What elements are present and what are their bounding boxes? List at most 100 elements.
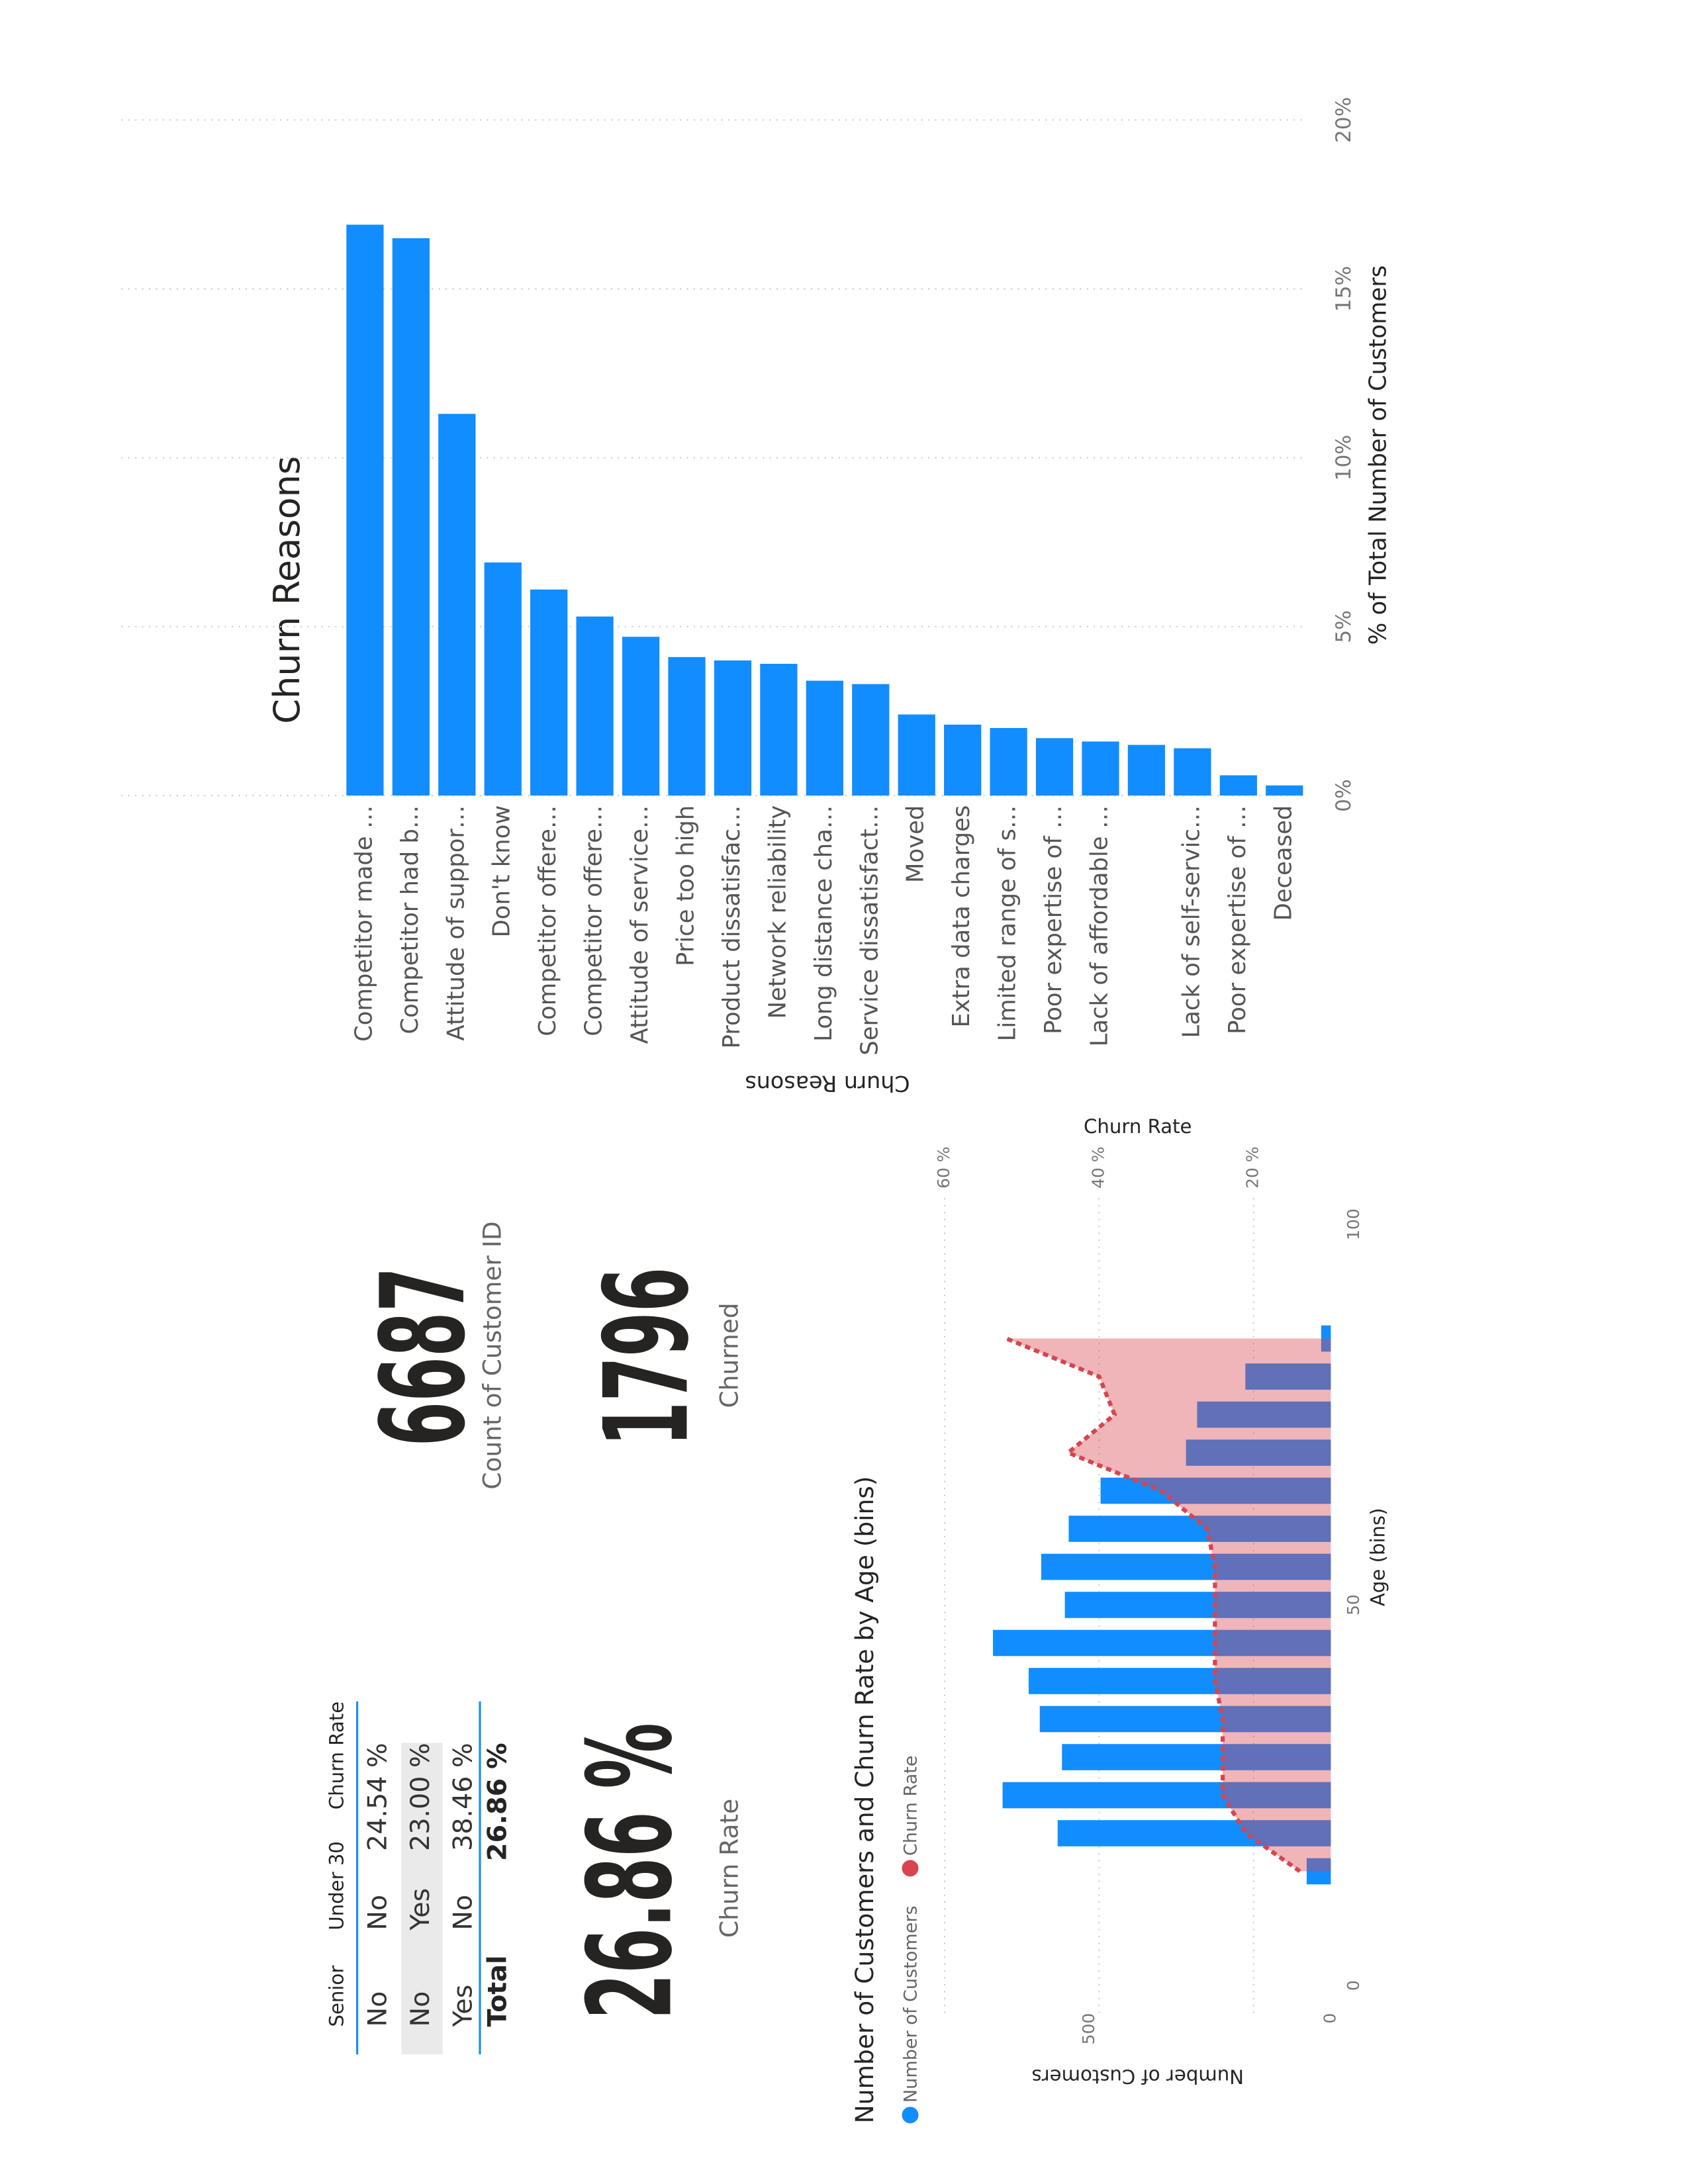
table-cell: 24.54 % <box>362 1743 393 1851</box>
x-tick-label: 100 <box>1344 1208 1363 1240</box>
x-tick-label: 0 <box>1344 1980 1363 1991</box>
table-cell: No <box>405 1991 436 2027</box>
bar <box>1321 1325 1331 1352</box>
bar <box>1068 1516 1331 1542</box>
bar <box>1035 738 1074 796</box>
bar <box>714 660 752 796</box>
y2-axis-title: Churn Rate <box>1084 1115 1192 1138</box>
y-tick-label: Price too high <box>673 805 700 966</box>
legend-label: Number of Customers <box>901 1905 921 2103</box>
bar <box>852 684 890 796</box>
bar <box>1306 1858 1331 1885</box>
chart-title: Churn Reasons <box>266 456 308 724</box>
x-tick-label: 15% <box>1332 266 1356 312</box>
bar <box>576 616 614 796</box>
bar <box>530 589 568 796</box>
table-cell: 38.46 % <box>448 1743 479 1851</box>
card-label: Churn Rate <box>715 1799 744 1938</box>
bar <box>760 664 798 796</box>
y-axis-title: Churn Reasons <box>745 1071 910 1097</box>
bar <box>944 724 982 796</box>
bar <box>438 414 476 796</box>
row-highlight <box>401 1743 443 2055</box>
y-tick-label: Attitude of service… <box>626 805 653 1044</box>
y-tick-label: Poor expertise of … <box>1224 805 1251 1034</box>
x-tick-label: 10% <box>1332 435 1356 480</box>
table-cell: Yes <box>448 1985 479 2028</box>
y-tick-label: Lack of self-servic… <box>1178 805 1205 1038</box>
bar <box>346 224 384 796</box>
table-total-label: Total <box>483 1955 513 2026</box>
y-tick-label: Deceased <box>1270 805 1297 921</box>
bar <box>898 714 935 796</box>
bar <box>1002 1782 1331 1809</box>
y-tick-label: 500 <box>1079 2013 1098 2045</box>
y-tick-label: Service dissatisfact… <box>856 805 883 1056</box>
rotated-report: Senior Under 30 Churn Rate No No 24.54 % No Yes… <box>121 97 1391 2124</box>
y-tick-label: Poor expertise of … <box>1040 805 1067 1034</box>
y-tick-label: Competitor offere… <box>534 805 561 1036</box>
y-tick-label: Network reliability <box>764 805 791 1019</box>
bar <box>1057 1820 1331 1846</box>
legend-marker <box>902 1860 919 1877</box>
card-value: 26.86 % <box>563 1723 698 2019</box>
bar <box>1028 1668 1331 1694</box>
x-tick-label: 0% <box>1332 779 1356 812</box>
bar <box>668 657 706 796</box>
bar <box>1062 1744 1331 1770</box>
x-tick-label: 50 <box>1344 1594 1363 1615</box>
bar <box>993 1629 1331 1657</box>
bar <box>1039 1706 1331 1733</box>
table-cell: No <box>362 1991 393 2027</box>
bar <box>1041 1553 1331 1580</box>
x-axis-title: Age (bins) <box>1366 1508 1389 1606</box>
bar <box>484 562 522 796</box>
card-label: Count of Customer ID <box>477 1221 506 1489</box>
x-axis-title: % of Total Number of Customers <box>1364 265 1391 645</box>
line <box>1006 1336 1301 1874</box>
bar <box>622 637 660 796</box>
table-cell: Yes <box>405 1888 436 1931</box>
y-tick-label: Don't know <box>489 805 516 938</box>
card-value: 6687 <box>357 1267 491 1447</box>
table-cell: 23.00 % <box>405 1743 436 1851</box>
area <box>1006 1338 1331 1872</box>
chart-title: Number of Customers and Churn Rate by Ag… <box>850 1476 879 2123</box>
y-tick-label: Long distance cha… <box>810 805 837 1042</box>
y-tick-label: Product dissatisfac… <box>718 805 745 1049</box>
y-tick-label: Extra data charges <box>948 805 975 1028</box>
bar <box>1082 741 1119 796</box>
bar <box>1245 1363 1331 1390</box>
card-value: 1796 <box>580 1267 714 1447</box>
legend-marker <box>902 2107 919 2124</box>
y-tick-label: 0 <box>1320 2013 1339 2024</box>
y-tick-label: Lack of affordable … <box>1086 805 1113 1047</box>
y2-tick-label: 20 % <box>1243 1146 1262 1189</box>
y-tick-label: Moved <box>902 805 929 883</box>
bar <box>1100 1477 1331 1504</box>
bar <box>1186 1439 1331 1466</box>
table-header: Under 30 <box>325 1841 348 1931</box>
y-tick-label: Competitor had b… <box>397 805 424 1034</box>
x-tick-label: 5% <box>1332 610 1356 643</box>
bar <box>990 728 1027 796</box>
bar <box>392 238 430 796</box>
y-tick-label: Attitude of suppor… <box>442 805 469 1041</box>
table-header: Churn Rate <box>325 1702 348 1809</box>
y-tick-label: Competitor made … <box>350 805 377 1042</box>
x-tick-label: 20% <box>1332 97 1356 143</box>
card-label: Churned <box>715 1302 744 1408</box>
legend-label: Churn Rate <box>901 1755 921 1856</box>
bar <box>1174 748 1211 796</box>
y-tick-label: Competitor offere… <box>581 805 608 1036</box>
bar <box>806 680 843 796</box>
table-cell: No <box>448 1895 479 1931</box>
bar <box>1064 1592 1331 1618</box>
y2-tick-label: 40 % <box>1088 1146 1107 1189</box>
table-total-value: 26.86 % <box>483 1743 513 1861</box>
bar <box>1197 1401 1331 1428</box>
table-cell: No <box>362 1895 393 1931</box>
y2-tick-label: 60 % <box>934 1146 953 1189</box>
